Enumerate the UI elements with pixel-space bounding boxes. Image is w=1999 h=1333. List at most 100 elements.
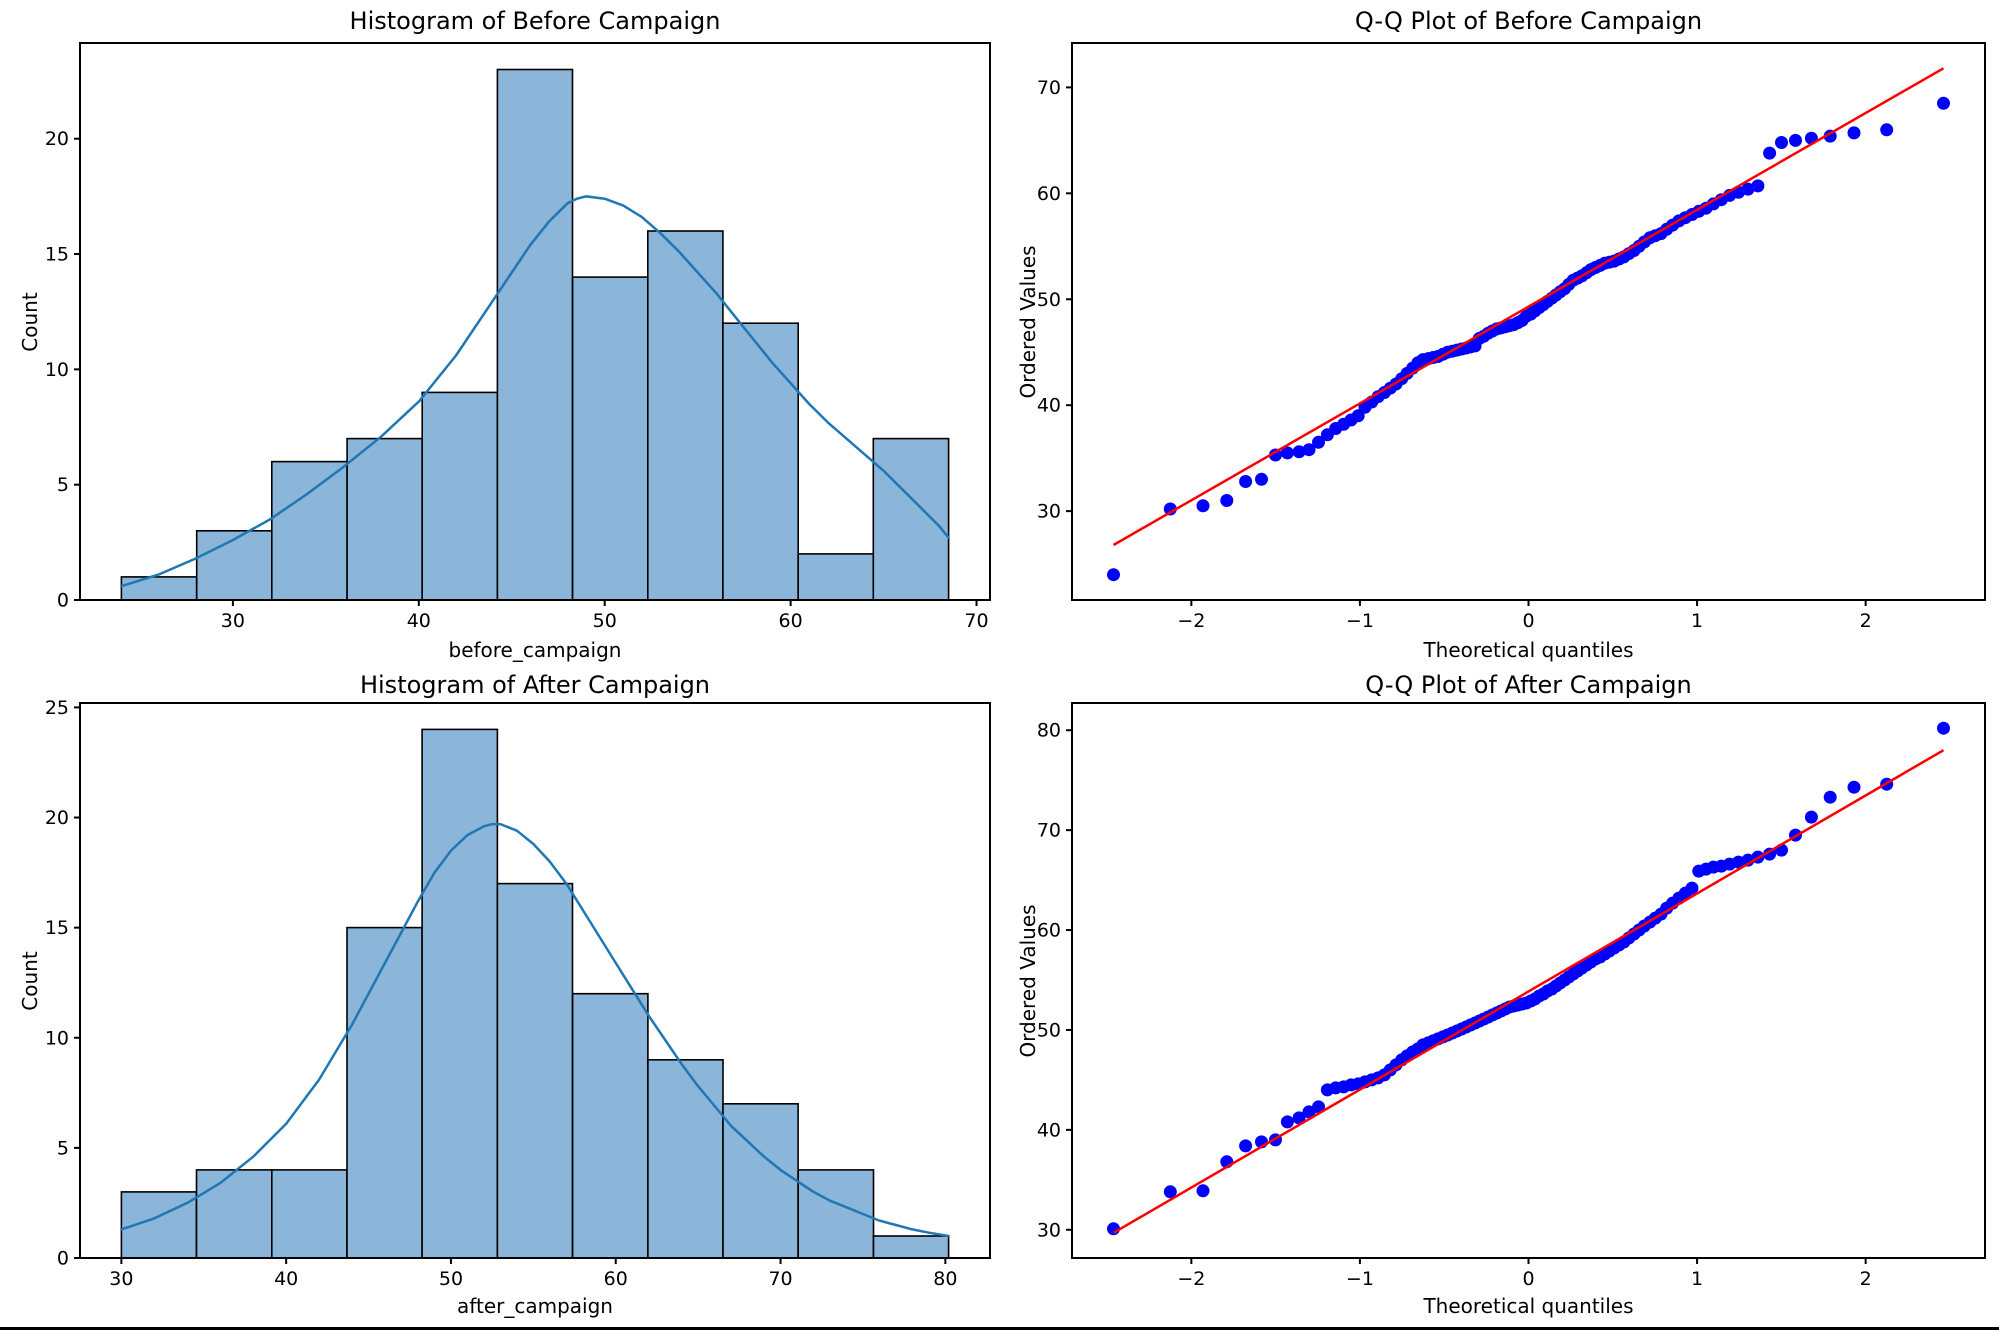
qq-point xyxy=(1751,179,1765,193)
y-tick-label: 40 xyxy=(1037,395,1061,417)
qq-point xyxy=(1937,721,1950,735)
y-axis-ticks: 0 5 10 15 20 25 xyxy=(45,697,80,1270)
histogram-bar xyxy=(647,1059,724,1259)
y-tick-label: 70 xyxy=(1037,820,1061,842)
y-tick-label: 30 xyxy=(1037,501,1061,523)
x-tick-label: 70 xyxy=(964,610,988,632)
qq-point xyxy=(1685,881,1699,895)
kde-curve xyxy=(120,822,950,1238)
y-axis-label-hist-after: Count xyxy=(18,951,42,1011)
y-tick-label: 60 xyxy=(1037,183,1061,205)
window-bottom-border xyxy=(0,1327,1999,1330)
x-axis-ticks: 30 40 50 60 70 xyxy=(221,600,989,632)
kde-curve xyxy=(120,195,950,588)
x-tick-label: 40 xyxy=(274,1268,298,1290)
y-axis-ticks: 30 40 50 60 70 xyxy=(1037,77,1072,523)
x-tick-label: 50 xyxy=(593,610,617,632)
x-tick-label: 30 xyxy=(109,1268,133,1290)
qq-point xyxy=(1789,133,1802,147)
y-axis-label-qq-before: Ordered Values xyxy=(1016,245,1040,399)
y-axis-ticks: 0 5 10 15 20 xyxy=(45,128,80,612)
qq-fit-line xyxy=(1112,67,1945,547)
x-tick-label: 60 xyxy=(779,610,803,632)
histogram-bar xyxy=(571,992,649,1259)
x-tick-label: 1 xyxy=(1691,610,1703,632)
qq-point xyxy=(1937,96,1950,110)
qq-point xyxy=(1196,499,1210,513)
y-axis-label-qq-after: Ordered Values xyxy=(1016,904,1040,1058)
chart-title-hist-after: Histogram of After Campaign xyxy=(359,671,711,699)
x-tick-label: 50 xyxy=(439,1268,463,1290)
qq-point xyxy=(1163,1185,1177,1199)
y-tick-label: 15 xyxy=(45,917,69,939)
qq-point xyxy=(1292,445,1306,459)
y-tick-label: 5 xyxy=(57,474,69,496)
histogram-bar xyxy=(195,529,273,601)
qq-point xyxy=(1804,810,1818,824)
qq-point xyxy=(1239,475,1253,488)
histogram-bars xyxy=(120,68,950,601)
qq-point xyxy=(1312,1100,1325,1114)
qq-point xyxy=(1847,126,1861,140)
chart-panel-hist-before: 30 40 50 60 70 0 5 10 15 20 xyxy=(45,42,991,632)
y-tick-label: 50 xyxy=(1037,289,1061,311)
x-tick-label: 2 xyxy=(1860,1268,1872,1290)
histogram-bar xyxy=(722,322,800,601)
chart-title-qq-before: Q-Q Plot of Before Campaign xyxy=(1354,7,1703,35)
x-tick-label: 40 xyxy=(407,610,431,632)
histogram-bar xyxy=(872,437,950,601)
qq-point xyxy=(1280,1115,1294,1129)
y-tick-label: 0 xyxy=(57,1248,69,1270)
histogram-bar xyxy=(571,276,649,601)
x-axis-label-qq-before: Theoretical quantiles xyxy=(1423,638,1634,662)
histogram-bar xyxy=(646,230,724,601)
x-axis-label-hist-after: after_campaign xyxy=(457,1294,613,1318)
x-axis-ticks: −2 −1 0 1 2 xyxy=(1177,1258,1872,1290)
y-tick-label: 15 xyxy=(45,244,69,266)
qq-point xyxy=(1741,182,1755,196)
histogram-bar xyxy=(270,460,348,601)
y-axis-label-hist-before: Count xyxy=(18,292,42,352)
x-tick-label: −2 xyxy=(1177,610,1205,632)
qq-point xyxy=(1775,136,1788,149)
histogram-bar xyxy=(421,391,499,601)
qq-point xyxy=(1280,446,1294,460)
qq-point xyxy=(1107,568,1120,582)
x-tick-label: 80 xyxy=(933,1268,957,1290)
y-tick-label: 0 xyxy=(57,590,69,612)
histogram-bar xyxy=(421,728,499,1259)
qq-point xyxy=(1220,494,1234,507)
x-tick-label: 1 xyxy=(1691,1268,1703,1290)
x-axis-label-qq-after: Theoretical quantiles xyxy=(1423,1294,1634,1318)
x-tick-label: 70 xyxy=(768,1268,792,1290)
y-tick-label: 70 xyxy=(1037,77,1061,99)
histogram-bar xyxy=(722,1103,799,1259)
y-axis-ticks: 30 40 50 60 70 80 xyxy=(1037,720,1072,1241)
y-tick-label: 5 xyxy=(57,1137,69,1159)
qq-points xyxy=(1107,96,1950,582)
qq-point xyxy=(1292,1111,1306,1125)
x-axis-ticks: −2 −1 0 1 2 xyxy=(1177,600,1872,632)
x-axis-ticks: 30 40 50 60 70 80 xyxy=(109,1258,957,1290)
x-axis-label-hist-before: before_campaign xyxy=(448,638,622,662)
x-tick-label: −1 xyxy=(1346,610,1374,632)
chart-panel-qq-after: −2 −1 0 1 2 30 40 50 60 70 80 xyxy=(1037,702,1986,1290)
histogram-bars xyxy=(120,728,950,1259)
y-tick-label: 10 xyxy=(45,1027,69,1049)
x-tick-label: −2 xyxy=(1177,1268,1205,1290)
histogram-bar xyxy=(346,437,424,601)
qq-point xyxy=(1823,790,1837,804)
qq-point xyxy=(1312,435,1325,449)
histogram-bar xyxy=(120,576,198,601)
chart-panel-qq-before: −2 −1 0 1 2 30 40 50 60 70 xyxy=(1037,42,1986,632)
histogram-bar xyxy=(270,1169,348,1259)
x-tick-label: −1 xyxy=(1346,1268,1374,1290)
histogram-bar xyxy=(797,553,875,601)
histogram-bar xyxy=(872,1235,950,1259)
y-tick-label: 25 xyxy=(45,697,69,719)
chart-panel-hist-after: 30 40 50 60 70 80 0 5 10 15 20 25 xyxy=(45,697,991,1290)
qq-points xyxy=(1107,721,1950,1236)
histogram-bar xyxy=(496,882,574,1259)
